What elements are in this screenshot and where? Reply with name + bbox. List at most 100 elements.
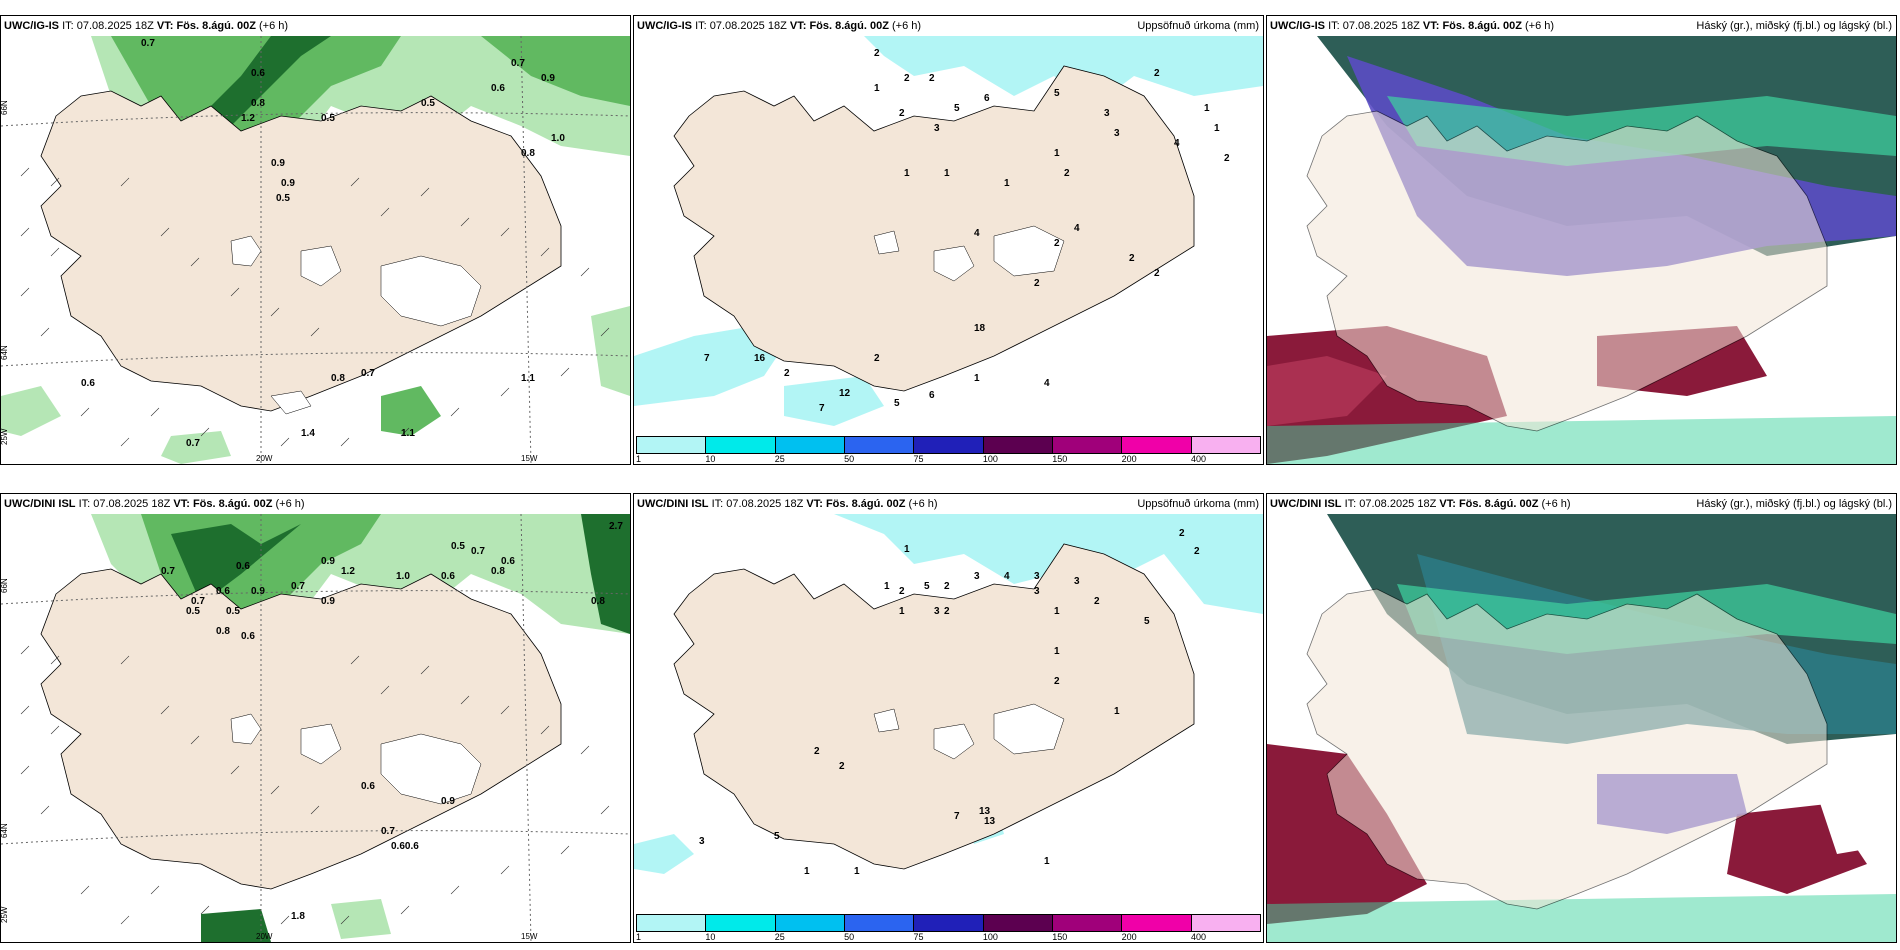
precip-value: 7 (704, 353, 710, 364)
legend-tick: 100 (982, 454, 998, 464)
legend-tick: 75 (913, 932, 924, 942)
legend-tick: 400 (1191, 454, 1207, 464)
precip-value: 2 (944, 606, 950, 617)
cloud-value: 0.7 (186, 438, 200, 449)
precip-title: Uppsöfnuð úrkoma (mm) (1137, 498, 1259, 510)
panel-header: UWC/IG-IS IT: 07.08.2025 18Z VT: Fös. 8.… (634, 16, 1263, 36)
legend-swatch (706, 437, 776, 453)
precip-value: 2 (874, 353, 880, 364)
cloud-value: 0.6 (241, 631, 255, 642)
legend-swatch (983, 437, 1053, 453)
it-value: 07.08.2025 18Z (1359, 498, 1437, 510)
precip-value: 7 (954, 811, 960, 822)
it-label: IT: (78, 498, 91, 510)
legend-tick: 25 (774, 932, 785, 942)
cloud-title: Háský (gr.), miðský (fj.bl.) og lágský (… (1696, 498, 1892, 510)
legend-tick: 400 (1191, 932, 1207, 942)
precip-value: 1 (1044, 856, 1050, 867)
cloud-value: 0.5 (186, 606, 200, 617)
legend-tick: 50 (844, 932, 855, 942)
cloud-value: 0.7 (161, 566, 175, 577)
it-label: IT: (62, 20, 74, 32)
precip-value: 2 (1154, 68, 1160, 79)
cloud-value: 1.0 (551, 133, 565, 144)
precip-value: 2 (1154, 268, 1160, 279)
legend-swatch (1052, 437, 1123, 453)
precip-value: 18 (974, 323, 986, 334)
map-precip: 1 1 2 5 2 3 1 3 2 4 3 1 3 3 2 5 1 2 1 2 … (634, 514, 1263, 912)
precip-value: 4 (1044, 378, 1050, 389)
legend-tick: 150 (1052, 932, 1068, 942)
lat-label: 64N (1, 345, 9, 360)
cloud-value: 0.9 (441, 796, 455, 807)
precip-title: Uppsöfnuð úrkoma (mm) (1137, 20, 1259, 32)
cloud-value: 0.6 (361, 781, 375, 792)
precip-value: 12 (839, 388, 851, 399)
precip-value: 1 (1204, 103, 1210, 114)
precip-value: 1 (1054, 606, 1060, 617)
cloud-value: 1.1 (521, 373, 535, 384)
cloud-value: 0.9 (541, 73, 555, 84)
precip-value: 2 (1094, 596, 1100, 607)
map-precip: 2 2 1 2 2 5 6 3 5 3 2 4 3 1 1 1 1 1 2 1 … (634, 36, 1263, 434)
panel-header: UWC/DINI ISL IT: 07.08.2025 18Z VT: Fös.… (1, 494, 630, 514)
map-cloud-wind: 0.7 0.6 0.7 0.5 0.6 0.9 0.5 0.8 0.6 0.9 … (1, 514, 630, 942)
it-label: IT: (1328, 20, 1340, 32)
precip-value: 13 (979, 806, 991, 817)
precip-value: 3 (974, 571, 980, 582)
precip-value: 2 (814, 746, 820, 757)
cloud-value: 1.8 (291, 911, 305, 922)
map-cloud-layers (1267, 514, 1896, 942)
cloud-value: 0.5 (451, 541, 465, 552)
legend-ticks: 1 10 25 50 75 100 150 200 400 (636, 454, 1261, 464)
precip-value: 1 (1004, 178, 1010, 189)
precip-value: 5 (954, 103, 960, 114)
precip-value: 3 (1114, 128, 1120, 139)
vt-value: Fös. 8.ágú. 00Z (1442, 20, 1522, 32)
panel-header: UWC/DINI ISL IT: 07.08.2025 18Z VT: Fös.… (1267, 494, 1896, 514)
cloud-value: 0.7 (291, 581, 305, 592)
precip-value: 1 (1054, 148, 1060, 159)
it-value: 07.08.2025 18Z (726, 498, 804, 510)
model-name: UWC/IG-IS (1270, 20, 1325, 32)
legend-tick: 10 (705, 932, 716, 942)
precip-value: 3 (1104, 108, 1110, 119)
cloud-value: 2.7 (609, 521, 623, 532)
precip-legend: 1 10 25 50 75 100 150 200 400 (634, 912, 1263, 942)
cloud-value: 0.9 (281, 178, 295, 189)
cloud-value: 0.6 (81, 378, 95, 389)
cloud-value: 0.8 (521, 148, 535, 159)
legend-tick: 50 (844, 454, 855, 464)
precip-value: 4 (1174, 138, 1180, 149)
panel-precip-igis: UWC/IG-IS IT: 07.08.2025 18Z VT: Fös. 8.… (633, 15, 1264, 465)
cloud-value: 1.1 (401, 428, 415, 439)
cloud-value: 0.9 (271, 158, 285, 169)
precip-value: 3 (1034, 571, 1040, 582)
vt-label: VT: (156, 20, 174, 32)
lat-label: 66N (1, 578, 9, 593)
it-label: IT: (711, 498, 724, 510)
precip-value: 1 (874, 83, 880, 94)
cloud-value: 0.6 (236, 561, 250, 572)
precip-value: 6 (929, 390, 935, 401)
vt-label: VT: (1439, 498, 1456, 510)
cloud-value: 0.8 (216, 626, 230, 637)
model-name: UWC/IG-IS (4, 20, 59, 32)
lat-label: 64N (1, 823, 9, 838)
legend-swatch (844, 437, 915, 453)
cloud-value: 0.7 (141, 38, 155, 49)
precip-value: 1 (904, 544, 910, 555)
precip-value: 3 (699, 836, 705, 847)
cloud-value: 0.7 (191, 596, 205, 607)
legend-tick: 150 (1052, 454, 1068, 464)
precip-legend: 1 10 25 50 75 100 150 200 400 (634, 434, 1263, 464)
legend-tick: 200 (1121, 454, 1137, 464)
precip-value: 2 (874, 48, 880, 59)
precip-value: 2 (899, 108, 905, 119)
precip-value: 5 (1144, 616, 1150, 627)
precip-value: 5 (924, 581, 930, 592)
it-value: 07.08.2025 18Z (76, 20, 154, 32)
map-cloud-wind: 0.7 0.8 0.9 0.5 0.6 1.0 0.6 0.7 0.9 0.8 … (1, 36, 630, 464)
cloud-value: 1.2 (341, 566, 355, 577)
precip-value: 16 (754, 353, 766, 364)
